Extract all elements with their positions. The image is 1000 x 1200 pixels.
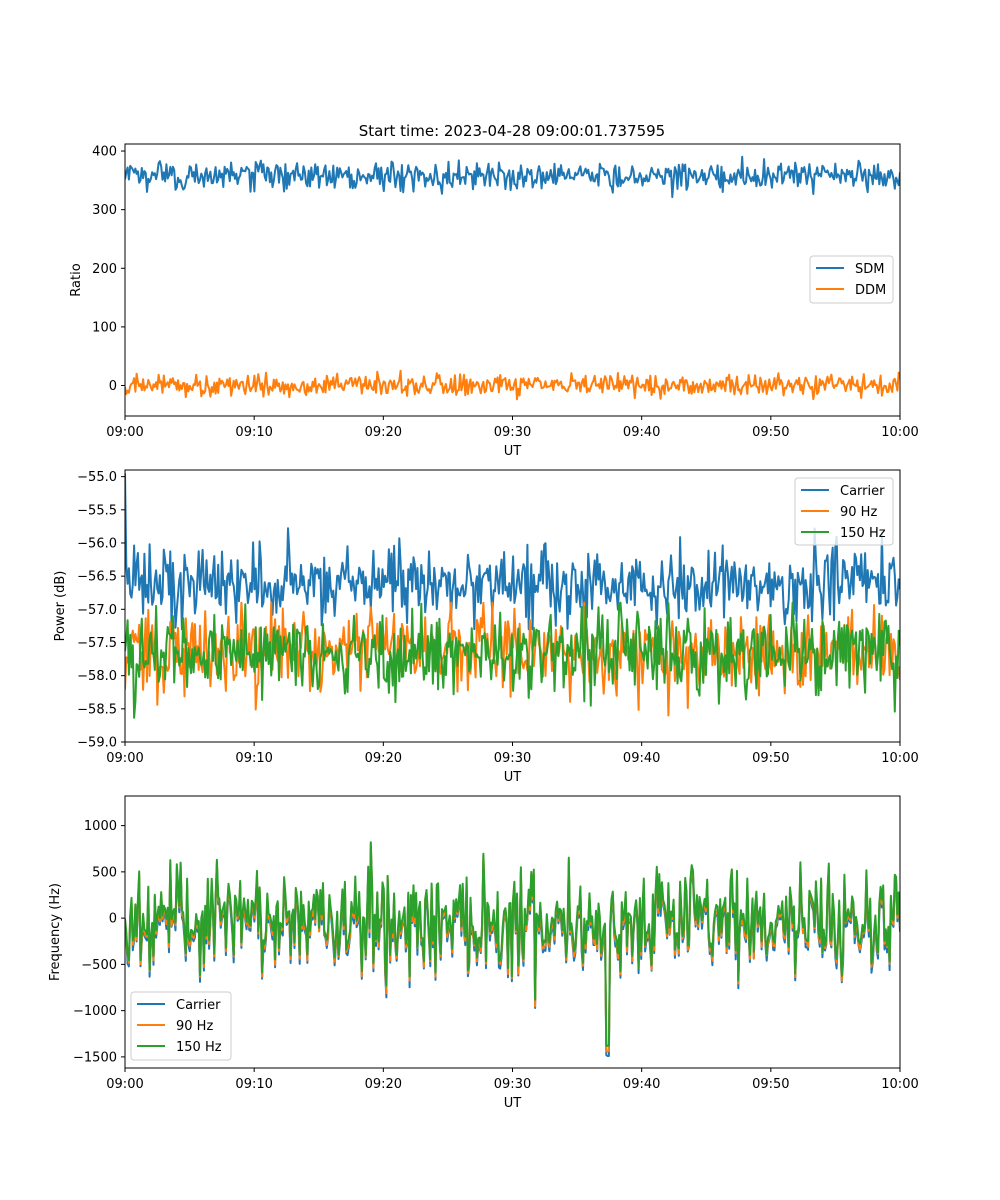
x-tick-label: 09:50 [752,425,789,440]
y-tick-label: 400 [92,145,117,160]
x-tick-label: 10:00 [881,1077,918,1092]
y-tick-label: 0 [109,912,117,927]
legend-label: DDM [855,283,886,298]
x-tick-label: 09:00 [106,1077,143,1092]
x-tick-label: 09:00 [106,425,143,440]
legend-label: 90 Hz [840,505,877,520]
series-line-150-hz [125,841,900,1047]
y-tick-label: 500 [92,865,117,880]
y-tick-label: −58.0 [77,669,117,684]
x-tick-label: 09:40 [623,751,660,766]
legend-box [794,477,894,546]
y-axis-label: Ratio [69,263,84,296]
legend: Carrier 90 Hz 150 Hz [130,991,232,1061]
legend-label: 150 Hz [840,526,886,541]
x-tick-label: 09:20 [365,425,402,440]
x-axis-label: UT [504,770,522,785]
frequency-plot: 09:00 09:10 09:20 09:30 09:40 09:50 10:00 1000 5… [48,795,919,1111]
legend-label: 90 Hz [176,1019,213,1034]
x-tick-label: 09:10 [235,751,272,766]
y-tick-label: −57.0 [77,603,117,618]
x-axis-label: UT [504,444,522,459]
y-tick-label: −55.5 [77,503,117,518]
y-tick-label: 300 [92,203,117,218]
legend-label: Carrier [176,998,221,1013]
x-tick-label: 10:00 [881,425,918,440]
power-plot: 09:00 09:10 09:20 09:30 09:40 09:50 10:00 −55.0… [53,469,919,785]
axes-frame [124,143,901,417]
legend-label: Carrier [840,484,885,499]
ratio-plot: 09:00 09:10 09:20 09:30 09:40 09:50 10:00 400 30… [69,143,919,459]
y-tick-label: −56.0 [77,536,117,551]
y-tick-label: −1500 [73,1050,117,1065]
legend: Carrier 90 Hz 150 Hz [794,477,894,546]
y-tick-label: −500 [81,958,117,973]
y-tick-label: 0 [109,379,117,394]
y-tick-label: −55.0 [77,470,117,485]
x-tick-label: 09:40 [623,1077,660,1092]
y-axis-label: Power (dB) [53,571,68,642]
x-tick-label: 09:10 [235,425,272,440]
y-tick-label: 100 [92,320,117,335]
x-tick-label: 09:30 [494,751,531,766]
x-tick-label: 09:50 [752,1077,789,1092]
legend-label: SDM [855,262,884,277]
series-line-carrier [125,473,900,631]
y-axis-label: Frequency (Hz) [48,883,63,981]
legend-label: 150 Hz [176,1040,222,1055]
x-tick-label: 09:10 [235,1077,272,1092]
y-tick-label: 200 [92,262,117,277]
x-tick-label: 10:00 [881,751,918,766]
y-tick-label: −56.5 [77,570,117,585]
x-tick-label: 09:00 [106,751,143,766]
x-tick-label: 09:30 [494,425,531,440]
x-tick-label: 09:20 [365,751,402,766]
y-tick-label: −1000 [73,1004,117,1019]
series-line-ddm [125,369,900,401]
y-tick-label: −59.0 [77,736,117,751]
x-tick-label: 09:40 [623,425,660,440]
x-tick-label: 09:50 [752,751,789,766]
x-axis-label: UT [504,1096,522,1111]
series-line-150-hz [125,601,900,719]
y-tick-label: −58.5 [77,702,117,717]
legend-box [130,991,232,1061]
x-tick-label: 09:20 [365,1077,402,1092]
x-tick-label: 09:30 [494,1077,531,1092]
figure-title: Start time: 2023-04-28 09:00:01.737595 [359,122,665,140]
series-line-sdm [125,155,900,199]
y-tick-label: −57.5 [77,636,117,651]
y-tick-label: 1000 [84,819,117,834]
legend: SDM DDM [809,255,894,304]
